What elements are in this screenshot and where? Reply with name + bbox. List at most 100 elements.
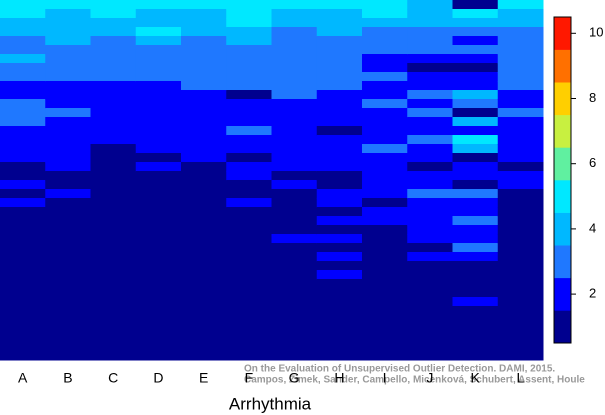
heatmap-cell [271,0,318,10]
heatmap-cell [452,81,499,91]
heatmap-cell [497,81,544,91]
heatmap-cell [316,117,363,127]
heatmap-cell [135,207,182,217]
heatmap-cell [135,63,182,73]
heatmap-cell [452,279,499,289]
heatmap-cell [0,252,46,262]
heatmap-cell [90,63,137,73]
heatmap-cell [362,297,408,307]
heatmap-cell [181,72,227,82]
heatmap-cell [316,72,363,82]
heatmap-cell [90,90,137,100]
heatmap-cell [45,63,91,73]
heatmap-cell [497,225,544,235]
heatmap-cell [181,162,227,172]
colorbar-segment [554,17,571,50]
heatmap-cell [90,279,137,289]
heatmap-cell [181,0,227,10]
heatmap-cell [362,225,408,235]
heatmap-cell [452,234,499,244]
heatmap-cell [452,207,499,217]
heatmap-cell [226,90,272,100]
heatmap-cell [90,324,137,334]
heatmap-cell [497,63,544,73]
heatmap-cell [0,72,46,82]
heatmap-cell [407,297,453,307]
heatmap-cell [271,342,318,352]
heatmap-cell [362,351,408,361]
heatmap-cell [407,324,453,334]
heatmap-cell [135,333,182,343]
heatmap-cell [135,225,182,235]
heatmap-cell [362,198,408,208]
heatmap-cell [362,45,408,55]
heatmap-cell [0,306,46,316]
heatmap-cell [0,126,46,136]
heatmap-cell [407,243,453,253]
heatmap-cell [0,225,46,235]
heatmap-cell [407,351,453,361]
heatmap-cell [0,18,46,28]
heatmap-cell [90,342,137,352]
x-tick-label: I [383,370,387,386]
heatmap-cell [45,189,91,199]
heatmap-cell [407,27,453,37]
heatmap-cell [90,306,137,316]
heatmap-cell [452,171,499,181]
heatmap-cell [407,90,453,100]
heatmap-cell [181,144,227,154]
colorbar-segment [554,212,571,246]
heatmap-cell [362,306,408,316]
heatmap-cell [271,306,318,316]
heatmap-cell [271,270,318,280]
heatmap-cell [181,108,227,118]
heatmap-cell [362,54,408,64]
heatmap-cell [452,153,499,163]
heatmap-cell [0,27,46,37]
heatmap-cell [0,45,46,55]
heatmap-cell [316,27,363,37]
heatmap-cell [181,351,227,361]
heatmap-cell [452,225,499,235]
heatmap-cell [0,117,46,127]
heatmap-cell [271,315,318,325]
heatmap-cell [271,72,318,82]
heatmap-cell [271,162,318,172]
heatmap-cell [45,261,91,271]
heatmap-cell [90,315,137,325]
heatmap-cell [452,117,499,127]
heatmap-cell [226,162,272,172]
heatmap-cell [497,315,544,325]
heatmap-cell [497,288,544,298]
heatmap-cell [362,108,408,118]
heatmap-cell [362,207,408,217]
heatmap-cell [271,18,318,28]
heatmap-cell [226,171,272,181]
heatmap-cell [316,45,363,55]
heatmap-cell [271,81,318,91]
x-tick-label: E [199,370,208,386]
heatmap-cell [316,243,363,253]
heatmap-cell [90,252,137,262]
heatmap-cell [497,9,544,19]
heatmap-cell [316,270,363,280]
heatmap-cell [362,36,408,46]
heatmap-cell [135,297,182,307]
heatmap-cell [181,297,227,307]
heatmap-cell [226,225,272,235]
heatmap-cell [362,72,408,82]
heatmap-cell [497,108,544,118]
heatmap-cell [407,288,453,298]
colorbar-segment [554,82,571,116]
colorbar-tick-label: 6 [589,155,596,170]
heatmap-cell [135,171,182,181]
heatmap-cell [0,207,46,217]
heatmap-cell [45,162,91,172]
heatmap-cell [362,27,408,37]
heatmap-cell [181,234,227,244]
heatmap-cell [452,342,499,352]
heatmap-cell [90,225,137,235]
heatmap-cell [316,198,363,208]
heatmap-cell [316,108,363,118]
colorbar-tick-label: 10 [589,25,603,40]
